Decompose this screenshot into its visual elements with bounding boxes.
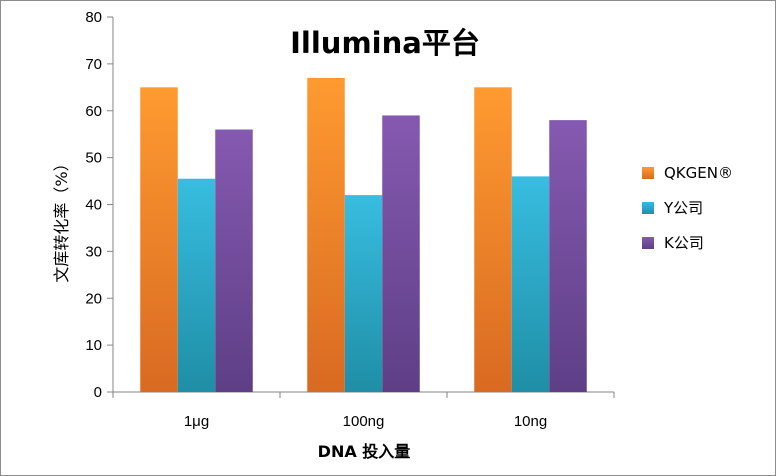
x-tick-label: 10ng <box>514 413 547 430</box>
x-tick-label: 1μg <box>184 413 209 430</box>
bar-3-3 <box>549 120 587 392</box>
legend-swatch <box>642 167 654 179</box>
legend-label: K公司 <box>664 234 704 252</box>
y-tick-label: 70 <box>85 56 102 73</box>
bar-2-2 <box>344 195 383 392</box>
y-tick-label: 0 <box>94 384 102 401</box>
bar-3-2 <box>382 115 420 392</box>
x-axis-title: DNA 投入量 <box>318 442 411 461</box>
bar-1-2 <box>307 77 345 392</box>
bar-3-1 <box>215 129 253 392</box>
chart-title: Illumina平台 <box>290 26 480 60</box>
y-tick-label: 20 <box>85 290 102 307</box>
legend-swatch <box>642 237 654 249</box>
bars <box>140 77 587 392</box>
y-tick-label: 10 <box>85 337 102 354</box>
bar-1-3 <box>474 87 512 392</box>
legend-label: QKGEN® <box>664 164 733 182</box>
y-tick-label: 80 <box>85 9 102 26</box>
legend-swatch <box>642 202 654 214</box>
y-tick-label: 60 <box>85 103 102 120</box>
y-axis: 0 10 20 30 40 50 60 70 80 <box>85 9 114 401</box>
bar-2-1 <box>177 178 216 392</box>
y-tick-label: 30 <box>85 243 102 260</box>
x-tick-label: 100ng <box>343 413 385 430</box>
x-axis: 1μg 100ng 10ng <box>112 391 615 430</box>
y-tick-label: 50 <box>85 150 102 167</box>
bar-1-1 <box>140 87 178 392</box>
bar-2-3 <box>511 176 550 392</box>
y-axis-title: 文库转化率（%） <box>52 155 71 282</box>
y-tick-label: 40 <box>85 197 102 214</box>
legend-label: Y公司 <box>663 199 703 217</box>
legend: QKGEN® Y公司 K公司 <box>642 164 733 252</box>
